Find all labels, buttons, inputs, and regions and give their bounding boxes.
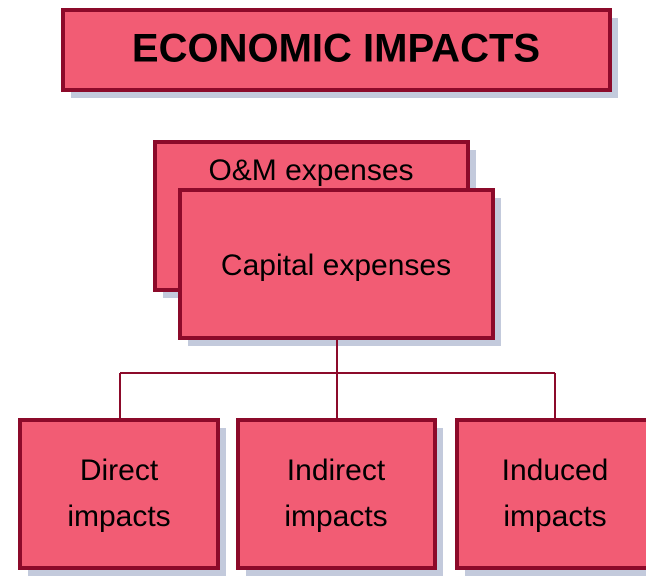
node-label: Direct [80, 454, 159, 487]
node-label: Indirect [287, 454, 386, 487]
title: ECONOMIC IMPACTS [132, 27, 540, 71]
node-box [455, 418, 646, 570]
node-label: O&M expenses [208, 154, 413, 187]
node-box [236, 418, 437, 570]
node-label: impacts [503, 500, 606, 533]
node-label: impacts [284, 500, 387, 533]
node-box [18, 418, 220, 570]
node-label: impacts [67, 500, 170, 533]
node-label: Capital expenses [221, 249, 451, 282]
node-label: Induced [502, 454, 609, 487]
title-box [61, 8, 612, 92]
connector [119, 338, 556, 420]
